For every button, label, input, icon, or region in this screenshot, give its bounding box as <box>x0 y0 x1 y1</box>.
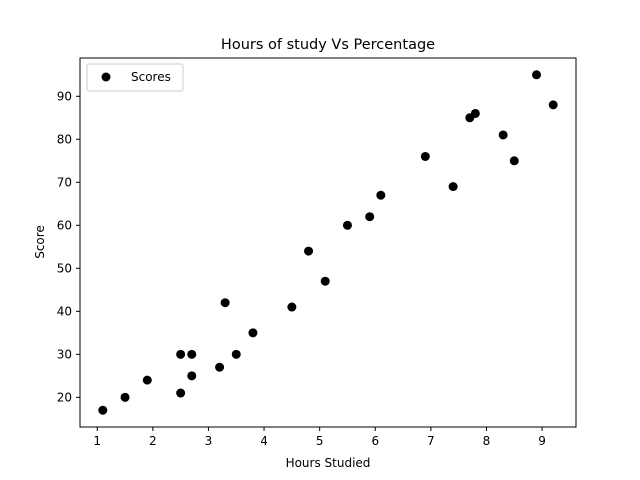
data-point-9 <box>498 130 508 140</box>
data-point-22 <box>304 246 314 256</box>
chart-title: Hours of study Vs Percentage <box>221 37 435 53</box>
data-point-10 <box>187 371 197 381</box>
data-point-20 <box>448 182 458 192</box>
y-tick-label-50: 50 <box>57 261 72 275</box>
x-tick-label-3: 3 <box>205 434 213 448</box>
legend-marker <box>101 72 111 82</box>
x-tick-label-9: 9 <box>538 434 546 448</box>
data-point-14 <box>220 298 230 308</box>
data-point-8 <box>342 220 352 230</box>
y-tick-label-90: 90 <box>57 89 72 103</box>
x-tick-label-5: 5 <box>316 434 324 448</box>
x-tick-label-2: 2 <box>149 434 157 448</box>
y-tick-label-20: 20 <box>57 390 72 404</box>
data-point-1 <box>176 388 186 398</box>
data-point-6 <box>120 392 130 402</box>
plot-area <box>79 57 577 428</box>
data-point-18 <box>142 375 152 385</box>
legend-label-scores: Scores <box>131 70 171 84</box>
data-point-15 <box>98 405 108 415</box>
data-point-5 <box>231 349 241 359</box>
y-axis: 20 30 40 50 60 70 80 90 <box>57 89 80 404</box>
data-point-3 <box>215 362 225 372</box>
y-tick-label-70: 70 <box>57 175 72 189</box>
x-tick-label-4: 4 <box>260 434 268 448</box>
data-point-2 <box>320 276 330 286</box>
y-tick-label-80: 80 <box>57 132 72 146</box>
x-tick-label-8: 8 <box>483 434 491 448</box>
data-point-13 <box>287 302 297 312</box>
data-point-4 <box>509 156 519 166</box>
y-axis-label: Score <box>33 225 47 259</box>
x-axis: 1 2 3 4 5 6 7 8 9 <box>93 427 546 448</box>
data-points <box>98 70 558 415</box>
data-point-7 <box>548 100 558 110</box>
data-point-21 <box>187 349 197 359</box>
x-tick-label-1: 1 <box>93 434 101 448</box>
data-point-12 <box>365 212 375 222</box>
legend-box <box>86 63 184 92</box>
legend: Scores <box>86 63 184 92</box>
data-point-16 <box>532 70 542 80</box>
data-point-23 <box>248 328 258 338</box>
data-point-17 <box>176 349 186 359</box>
x-tick-label-7: 7 <box>427 434 435 448</box>
y-tick-label-40: 40 <box>57 304 72 318</box>
x-tick-label-6: 6 <box>371 434 379 448</box>
data-point-19 <box>376 190 386 200</box>
y-tick-label-60: 60 <box>57 218 72 232</box>
x-axis-label: Hours Studied <box>286 456 371 470</box>
y-tick-label-30: 30 <box>57 347 72 361</box>
data-point-24 <box>420 151 430 161</box>
data-point-25 <box>470 108 480 118</box>
